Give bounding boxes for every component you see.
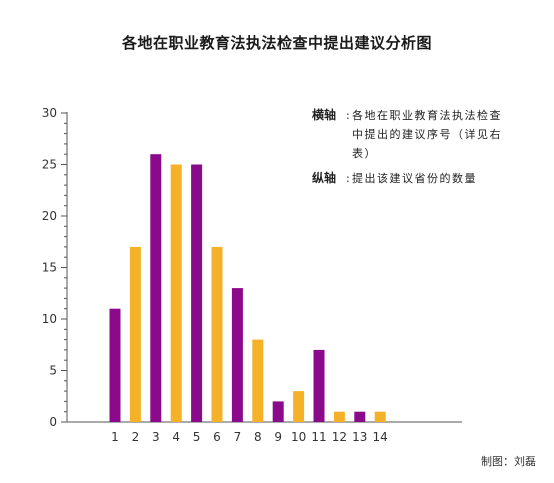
legend-y-key: 纵轴 — [312, 171, 337, 185]
bar-7 — [231, 288, 243, 422]
x-tick-label: 1 — [111, 430, 119, 444]
x-tick-label: 10 — [291, 430, 306, 444]
x-tick-label: 4 — [172, 430, 180, 444]
bar-11 — [313, 349, 325, 422]
x-tick-label: 3 — [152, 430, 160, 444]
x-tick-label: 14 — [373, 430, 388, 444]
legend: 横轴 : 各地在职业教育法执法检查中提出的建议序号（详见右表） 纵轴 : 提出该… — [312, 106, 512, 188]
y-tick-label: 30 — [42, 106, 57, 120]
bar-8 — [252, 339, 264, 422]
x-tick-label: 11 — [311, 430, 326, 444]
bar-1 — [109, 308, 121, 422]
credit-label: 制图：刘磊 — [481, 455, 536, 468]
x-tick-label: 6 — [213, 430, 221, 444]
bar-12 — [333, 411, 345, 422]
legend-x-axis: 横轴 : 各地在职业教育法执法检查中提出的建议序号（详见右表） — [312, 106, 512, 163]
bar-6 — [211, 246, 223, 422]
bar-9 — [272, 401, 284, 422]
x-tick-label: 5 — [193, 430, 201, 444]
bar-13 — [354, 411, 366, 422]
chart-title: 各地在职业教育法执法检查中提出建议分析图 — [121, 34, 432, 52]
legend-y-desc: 提出该建议省份的数量 — [352, 172, 477, 185]
x-tick-label: 12 — [332, 430, 347, 444]
y-tick-label: 20 — [42, 209, 57, 223]
legend-y-sep: : — [346, 172, 350, 185]
x-tick-label: 9 — [274, 430, 282, 444]
y-tick-label: 5 — [49, 364, 57, 378]
legend-x-key: 横轴 — [312, 108, 337, 122]
x-tick-label: 8 — [254, 430, 262, 444]
y-tick-label: 10 — [42, 312, 57, 326]
y-tick-label: 0 — [49, 415, 57, 429]
x-tick-label: 2 — [132, 430, 140, 444]
x-tick-label: 7 — [234, 430, 242, 444]
bar-14 — [374, 411, 386, 422]
bar-5 — [191, 164, 203, 422]
bar-2 — [129, 246, 141, 422]
legend-x-sep: : — [346, 109, 350, 122]
x-tick-label: 13 — [352, 430, 367, 444]
bar-4 — [170, 164, 182, 422]
legend-y-axis: 纵轴 : 提出该建议省份的数量 — [312, 169, 512, 188]
y-tick-label: 15 — [42, 261, 57, 275]
legend-x-desc: 各地在职业教育法执法检查中提出的建议序号（详见右表） — [352, 109, 502, 160]
bar-10 — [293, 391, 305, 422]
bar-3 — [150, 154, 162, 422]
y-tick-label: 25 — [42, 158, 57, 172]
